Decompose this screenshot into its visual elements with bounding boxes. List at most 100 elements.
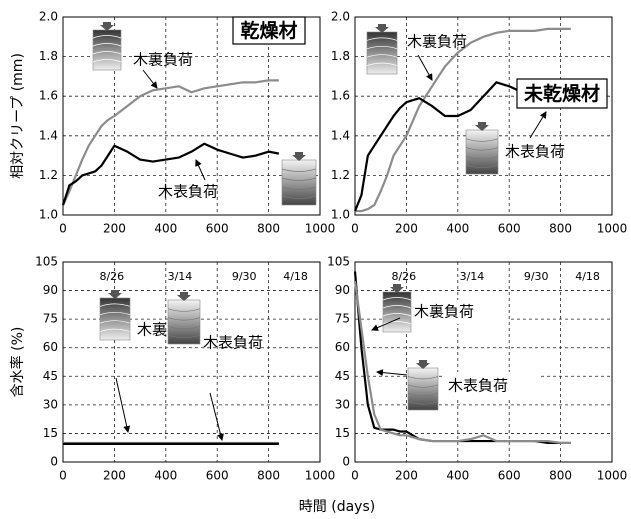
load-arrow: [177, 292, 191, 301]
date-label: 3/14: [460, 270, 485, 283]
load-arrow: [100, 22, 114, 31]
panel-title: 乾燥材: [240, 19, 297, 42]
plot-frame: [62, 261, 321, 463]
y-axis-label: 含水率 (%): [9, 327, 26, 398]
series-label: 木表負荷: [158, 183, 218, 201]
x-tick-label: 600: [206, 469, 229, 483]
pointer-arrow: [417, 54, 433, 81]
label-backdrop: [408, 300, 508, 324]
x-tick-label: 1000: [597, 222, 628, 236]
y-tick-label: 1.2: [39, 168, 58, 182]
growth-ring: [92, 43, 122, 47]
y-tick-label: 1.4: [331, 128, 350, 142]
y-tick-label: 30: [43, 397, 58, 411]
x-tick-label: 200: [395, 222, 418, 236]
growth-ring: [281, 186, 317, 190]
load-arrow: [390, 284, 404, 293]
y-tick-label: 45: [43, 369, 58, 383]
pointer-arrow: [376, 369, 408, 377]
wood-icon: [99, 290, 131, 341]
date-label: 8/26: [99, 270, 124, 283]
y-tick-label: 1.8: [39, 49, 58, 63]
y-tick-label: 75: [335, 312, 350, 326]
title-box: [516, 78, 608, 109]
wood-block: [99, 297, 131, 341]
growth-ring: [465, 147, 499, 151]
plot-area: [63, 262, 320, 462]
growth-ring: [92, 59, 122, 63]
growth-ring: [92, 35, 122, 39]
load-arrow: [475, 122, 489, 131]
plot-frame: [354, 16, 613, 216]
y-tick-label: 1.6: [39, 89, 58, 103]
series-line: [353, 280, 571, 445]
growth-ring: [407, 376, 439, 380]
y-tick-label: 1.2: [331, 168, 350, 182]
growth-ring: [92, 51, 122, 55]
x-tick-label: 0: [59, 469, 67, 483]
x-tick-label: 800: [549, 222, 572, 236]
growth-ring: [382, 297, 412, 301]
x-tick-label: 800: [549, 469, 572, 483]
x-tick-label: 400: [446, 222, 469, 236]
wood-block: [382, 291, 412, 333]
growth-ring: [407, 401, 439, 405]
x-tick-label: 600: [498, 469, 521, 483]
series-label: 木裏負荷: [407, 33, 467, 51]
wood-block: [366, 31, 398, 75]
growth-ring: [281, 177, 317, 181]
x-tick-label: 400: [154, 222, 177, 236]
x-tick-label: 0: [59, 222, 67, 236]
y-tick-label: 60: [43, 340, 58, 354]
y-tick-label: 2.0: [331, 10, 350, 24]
y-tick-label: 15: [43, 426, 58, 440]
panel-title: 未乾燥材: [523, 82, 600, 105]
series-label: 木表負荷: [505, 143, 565, 161]
x-tick-label: 1000: [305, 469, 336, 483]
growth-ring: [281, 195, 317, 199]
pointer-arrow: [195, 159, 206, 181]
y-tick-label: 0: [50, 455, 58, 469]
date-label: 4/18: [575, 270, 600, 283]
x-tick-label: 200: [103, 222, 126, 236]
pointer-arrow: [142, 69, 158, 89]
plot-frame: [354, 261, 613, 463]
y-tick-label: 15: [335, 426, 350, 440]
growth-ring: [167, 334, 201, 339]
y-tick-label: 1.8: [331, 49, 350, 63]
x-tick-label: 0: [351, 469, 359, 483]
growth-ring: [167, 317, 201, 321]
load-arrow: [108, 290, 122, 299]
wood-block: [407, 367, 439, 411]
date-label: 9/30: [524, 270, 549, 283]
y-tick-label: 2.0: [39, 10, 58, 24]
wood-icon: [382, 284, 412, 333]
wood-icon: [366, 24, 398, 75]
growth-ring: [99, 320, 131, 324]
date-label: 8/26: [391, 270, 416, 283]
y-tick-label: 75: [43, 312, 58, 326]
x-tick-label: 600: [206, 222, 229, 236]
series-label: 木裏負荷: [133, 51, 193, 69]
series-line: [61, 142, 280, 206]
date-label: 4/18: [283, 270, 308, 283]
series-label: 木表負荷: [448, 377, 508, 395]
x-tick-label: 800: [257, 469, 280, 483]
y-tick-label: 105: [327, 255, 350, 269]
y-tick-label: 0: [342, 455, 350, 469]
growth-ring: [465, 138, 499, 142]
load-arrow: [375, 24, 389, 33]
growth-ring: [99, 303, 131, 307]
growth-ring: [407, 384, 439, 388]
plot-area: [355, 17, 612, 215]
y-tick-label: 60: [335, 340, 350, 354]
wood-icon: [92, 22, 122, 71]
growth-ring: [167, 326, 201, 330]
growth-ring: [366, 45, 398, 50]
pointer-arrow: [529, 111, 547, 139]
x-tick-label: 200: [395, 469, 418, 483]
x-tick-label: 800: [257, 222, 280, 236]
x-tick-label: 0: [351, 222, 359, 236]
wood-icon: [167, 292, 201, 345]
